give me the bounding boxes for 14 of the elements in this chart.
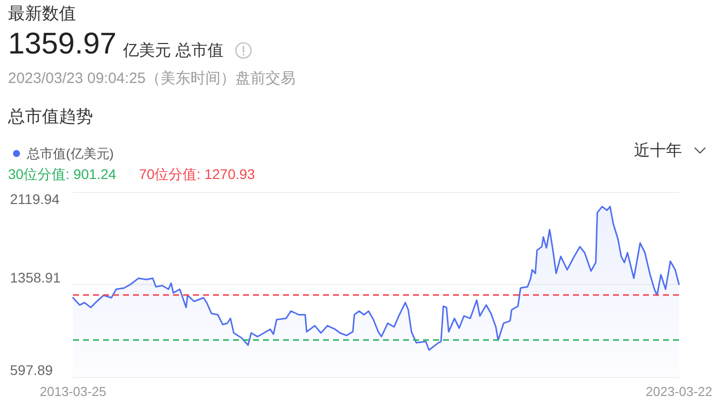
y-tick-label: 1358.91 — [10, 270, 61, 286]
x-tick-label: 2023-03-22 — [646, 384, 712, 399]
text: 1359.97 — [8, 28, 116, 60]
text: 最新数值 — [8, 4, 76, 23]
legend-label: 总市值(亿美元) — [26, 146, 114, 161]
chart-title: 总市值趋势 — [7, 107, 93, 126]
y-tick-label: 2119.94 — [10, 191, 60, 207]
ref-line-label: 30位分值: 901.24 — [8, 166, 116, 182]
ref-line-label: 70位分值: 1270.93 — [139, 166, 256, 182]
text: 近十年 — [634, 142, 682, 160]
x-tick-label: 2013-03-25 — [40, 384, 106, 399]
text: 2023/03/23 09:04:25（美东时间）盘前交易 — [8, 70, 296, 87]
text: 亿美元 总市值 — [122, 42, 224, 60]
y-tick-label: 597.89 — [10, 362, 54, 378]
